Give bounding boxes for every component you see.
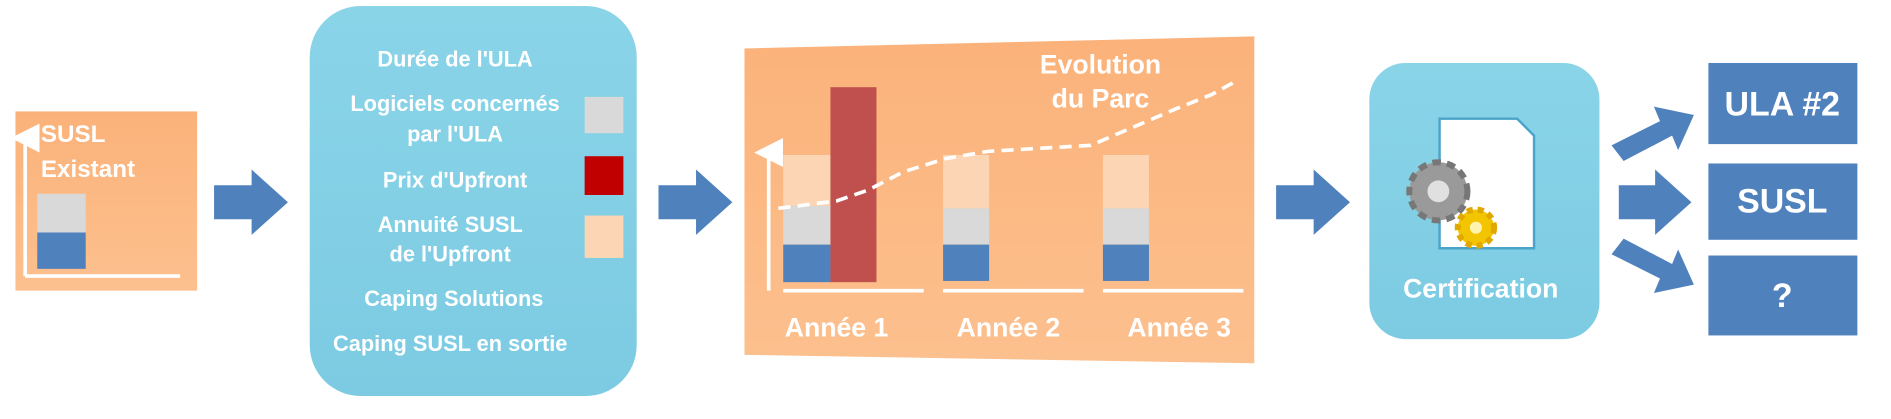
annotation: du Parc xyxy=(1052,84,1150,114)
bar-segment xyxy=(943,244,990,281)
year-label: Année 3 xyxy=(1127,312,1231,342)
swatch xyxy=(584,156,624,195)
step-parameters: Durée de l'ULA Logiciels concernés par l… xyxy=(309,6,637,396)
bar-segment xyxy=(1102,244,1149,281)
trend-line xyxy=(778,80,1235,211)
gear-icon xyxy=(1427,180,1450,203)
arrow xyxy=(214,169,288,235)
swatch xyxy=(584,96,624,134)
bar-segment xyxy=(783,155,831,206)
arrow xyxy=(1611,106,1694,162)
item: Caping SUSL en sortie xyxy=(333,331,567,356)
panel xyxy=(309,6,637,396)
arrow xyxy=(1276,169,1350,235)
item: de l'Upfront xyxy=(390,241,511,266)
step-existing: SUSL Existant xyxy=(10,111,198,291)
gear-icon xyxy=(1469,221,1482,234)
item: Logiciels concernés xyxy=(350,91,559,116)
bar-segment xyxy=(1102,208,1149,245)
item: Caping Solutions xyxy=(364,286,543,311)
bar-segment xyxy=(783,205,831,245)
arrow xyxy=(658,169,733,235)
bar-segment xyxy=(943,155,990,209)
outcome-box xyxy=(1708,255,1858,336)
year-label: Année 1 xyxy=(785,312,889,342)
annotation: Evolution xyxy=(1040,50,1161,80)
outcome-box xyxy=(1708,163,1858,240)
bar-segment xyxy=(830,87,877,283)
step-certification: Certification xyxy=(1369,62,1600,340)
step-projection: Evolution du Parc Année 1 Année 2 Année … xyxy=(744,36,1255,364)
outcomes: ULA #2 SUSL ? xyxy=(1708,62,1858,336)
label: Certification xyxy=(1403,274,1558,304)
bar-segment xyxy=(1102,155,1149,209)
title: SUSL xyxy=(41,121,106,148)
item: Prix d'Upfront xyxy=(383,167,527,192)
arrows xyxy=(214,106,1694,294)
item: Durée de l'ULA xyxy=(377,46,533,71)
bar-segment xyxy=(37,193,86,233)
outcome-label: ? xyxy=(1772,277,1793,315)
outcome-box xyxy=(1708,62,1858,145)
bar-segment xyxy=(943,208,990,245)
outcome-label: ULA #2 xyxy=(1725,86,1841,124)
item: par l'ULA xyxy=(407,121,503,146)
swatch xyxy=(584,215,624,258)
item: Annuité SUSL xyxy=(378,212,523,237)
outcome-label: SUSL xyxy=(1737,182,1827,220)
bar-segment xyxy=(783,244,831,283)
arrow xyxy=(1611,238,1694,294)
bar-segment xyxy=(37,232,86,269)
title: Existant xyxy=(41,156,135,183)
year-label: Année 2 xyxy=(957,312,1061,342)
arrow xyxy=(1618,169,1692,235)
